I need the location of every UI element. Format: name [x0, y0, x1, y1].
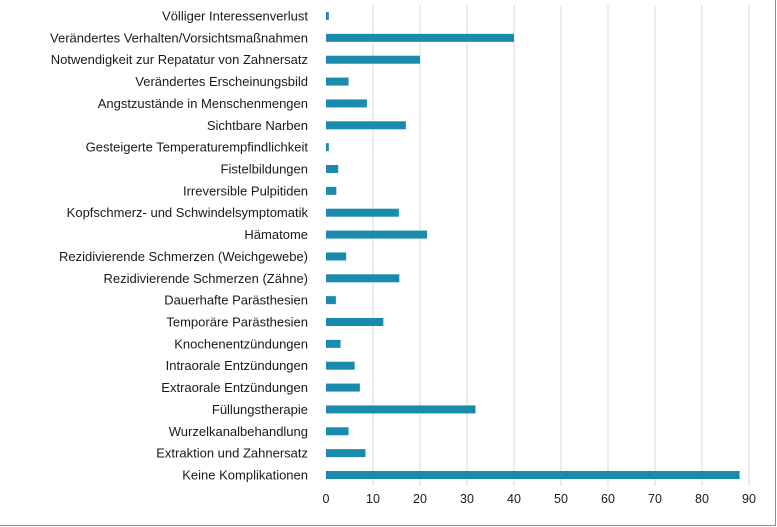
bar: [326, 383, 360, 392]
x-tick-label: 60: [601, 492, 615, 506]
x-tick-label: 90: [742, 492, 756, 506]
category-label: Irreversible Pulpitiden: [183, 183, 308, 198]
category-label: Hämatome: [244, 227, 308, 242]
x-tick-label: 40: [507, 492, 521, 506]
category-label: Angstzustände in Menschenmengen: [98, 96, 308, 111]
bar: [326, 296, 336, 305]
x-tick-label: 20: [413, 492, 427, 506]
category-label: Dauerhafte Parästhesien: [164, 293, 308, 308]
bar: [326, 99, 367, 108]
x-tick-label: 10: [366, 492, 380, 506]
category-label: Fistelbildungen: [221, 162, 308, 177]
category-label: Notwendigkeit zur Repatatur von Zahnersa…: [51, 52, 308, 67]
x-tick-label: 70: [648, 492, 662, 506]
category-label: Wurzelkanalbehandlung: [169, 424, 308, 439]
category-label: Extraorale Entzündungen: [161, 380, 308, 395]
category-label: Kopfschmerz- und Schwindelsymptomatik: [67, 205, 309, 220]
category-label: Temporäre Parästhesien: [166, 315, 308, 330]
x-tick-label: 80: [695, 492, 709, 506]
category-label: Keine Komplikationen: [182, 468, 308, 483]
x-tick-label: 50: [554, 492, 568, 506]
bar: [326, 274, 400, 283]
x-tick-label: 0: [323, 492, 330, 506]
bar: [326, 361, 355, 370]
bar: [326, 208, 399, 217]
category-label: Rezidivierende Schmerzen (Zähne): [104, 271, 308, 286]
bar: [326, 121, 406, 130]
bar: [326, 186, 337, 195]
bar: [326, 427, 349, 436]
category-label: Verändertes Erscheinungsbild: [135, 74, 308, 89]
bar: [326, 77, 349, 86]
category-label: Sichtbare Narben: [207, 118, 308, 133]
category-label: Völliger Interessenverlust: [162, 9, 308, 24]
category-label: Verändertes Verhalten/Vorsichtsmaßnahmen: [50, 30, 308, 45]
category-label: Knochenentzündungen: [174, 336, 308, 351]
category-label: Extraktion und Zahnersatz: [156, 446, 308, 461]
category-label: Gesteigerte Temperaturempfindlichkeit: [86, 140, 309, 155]
x-axis-ticks: 0 10 20 30 40 50 60 70 80 90: [323, 492, 756, 506]
bar: [326, 339, 341, 348]
x-tick-label: 30: [460, 492, 474, 506]
bars: [326, 12, 740, 479]
bar: [326, 449, 366, 458]
gridlines: [372, 5, 750, 486]
bar: [326, 471, 740, 479]
bar: [326, 405, 476, 414]
bar: [326, 230, 428, 239]
bar: [326, 252, 347, 261]
category-labels: Völliger Interessenverlust Verändertes Ve…: [50, 9, 308, 483]
bar: [326, 143, 329, 152]
bar: [326, 318, 384, 326]
bar: [326, 165, 339, 173]
category-label: Füllungstherapie: [212, 402, 308, 417]
category-label: Rezidivierende Schmerzen (Weichgewebe): [59, 249, 308, 264]
bar: [326, 33, 514, 42]
bar: [326, 12, 329, 20]
bar: [326, 55, 420, 64]
category-label: Intraorale Entzündungen: [166, 358, 308, 373]
